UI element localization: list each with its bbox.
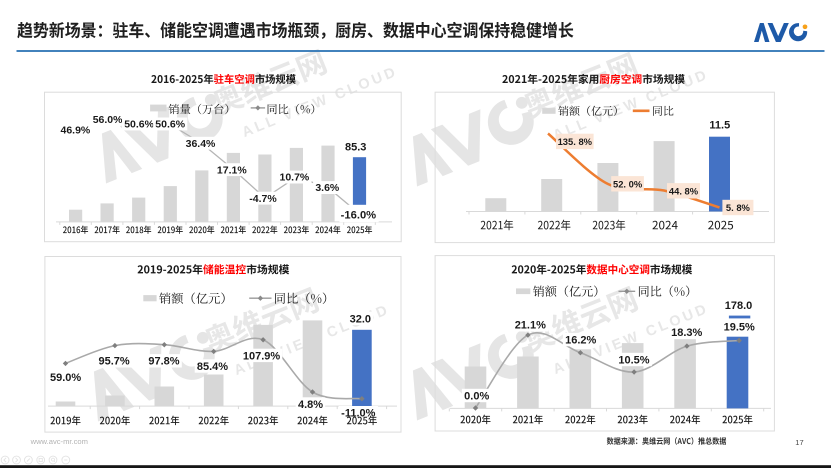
svg-text:11.5: 11.5: [709, 120, 730, 132]
svg-text:16.2%: 16.2%: [565, 335, 596, 347]
svg-text:85.3: 85.3: [345, 142, 366, 154]
svg-text:135. 8%: 135. 8%: [558, 136, 593, 147]
svg-text:10.7%: 10.7%: [280, 172, 310, 184]
svg-text:32.0: 32.0: [350, 313, 371, 325]
svg-text:-16.0%: -16.0%: [341, 210, 376, 222]
svg-text:85.4%: 85.4%: [197, 361, 228, 373]
svg-text:36.4%: 36.4%: [186, 138, 216, 150]
svg-text:5. 8%: 5. 8%: [726, 202, 751, 213]
svg-text:www.avc-mr.com: www.avc-mr.com: [30, 437, 88, 446]
svg-text:50.6%: 50.6%: [155, 119, 185, 131]
svg-text:95.7%: 95.7%: [98, 356, 129, 368]
svg-text:97.8%: 97.8%: [148, 356, 179, 368]
svg-text:17.1%: 17.1%: [217, 164, 247, 176]
svg-text:10.5%: 10.5%: [618, 354, 649, 366]
svg-text:107.9%: 107.9%: [243, 350, 281, 362]
svg-text:44. 8%: 44. 8%: [669, 185, 699, 196]
svg-text:46.9%: 46.9%: [61, 125, 91, 137]
svg-text:4.8%: 4.8%: [298, 399, 323, 411]
svg-text:17: 17: [795, 438, 803, 447]
svg-text:56.0%: 56.0%: [93, 114, 123, 126]
svg-text:59.0%: 59.0%: [50, 372, 81, 384]
svg-text:-4.7%: -4.7%: [249, 193, 277, 205]
svg-text:3.6%: 3.6%: [315, 182, 340, 194]
svg-text:-11.0%: -11.0%: [341, 408, 375, 420]
svg-text:19.5%: 19.5%: [724, 322, 755, 334]
svg-text:178.0: 178.0: [725, 300, 753, 312]
svg-text:50.6%: 50.6%: [124, 119, 154, 131]
svg-text:18.3%: 18.3%: [671, 327, 702, 339]
svg-text:52. 0%: 52. 0%: [613, 178, 643, 189]
svg-text:21.1%: 21.1%: [515, 320, 546, 332]
svg-text:0.0%: 0.0%: [464, 390, 489, 402]
